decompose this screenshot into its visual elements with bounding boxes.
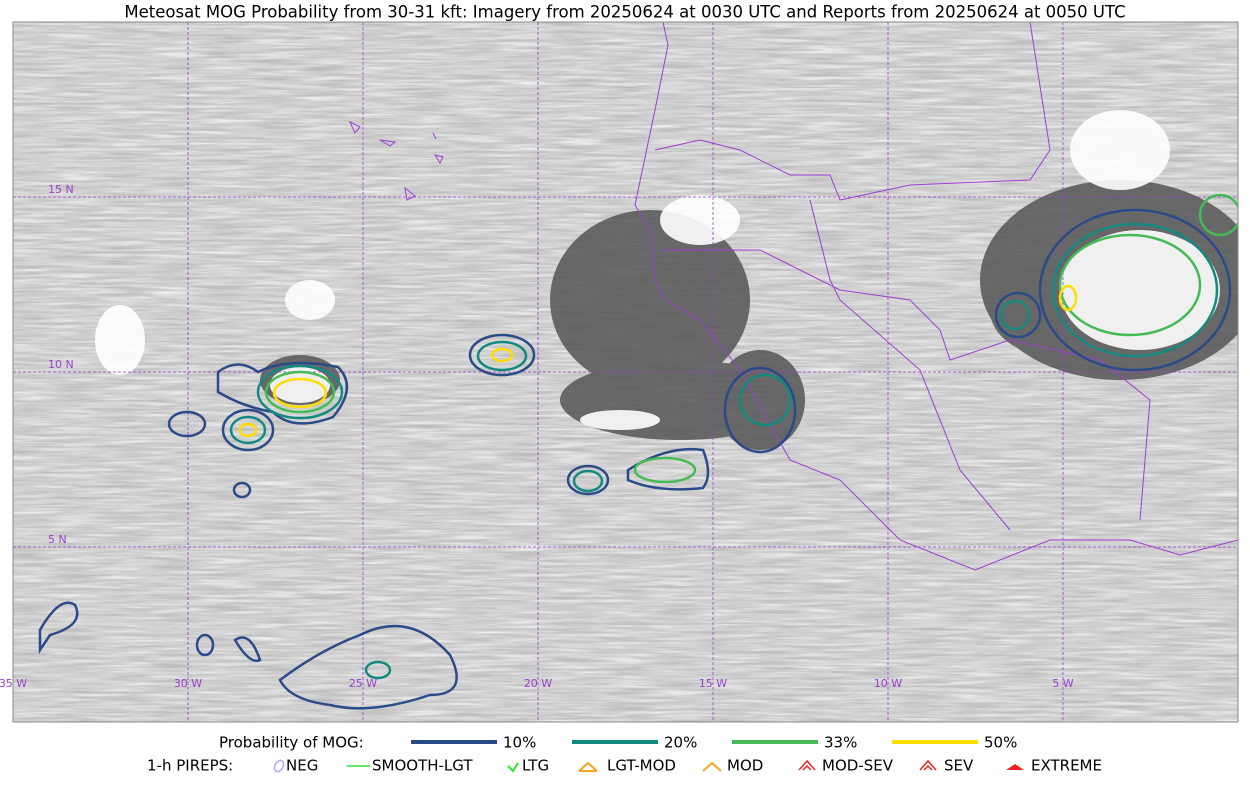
pirep-icon [919,759,937,771]
contours [38,193,1238,710]
legend-label: 20% [664,734,697,752]
pirep-icon [702,761,722,772]
pireps-title: 1-h PIREPS: [147,757,233,775]
map [13,22,1238,722]
pirep-label: MOD-SEV [822,757,894,775]
pirep-label: LGT-MOD [607,757,676,775]
lon-label: 15 W [699,677,727,690]
pirep-label: SMOOTH-LGT [372,757,473,775]
pirep-label: SEV [944,757,974,775]
legend: Probability of MOG: 10% 20% 33% 50% 1-h PIREP… [147,734,1102,775]
lat-label: 15 N [48,183,74,196]
cloud-tops [95,110,1220,430]
pirep-icon [273,759,285,773]
pirep-icon [798,759,816,771]
pirep-label: MOD [727,757,763,775]
legend-label: 50% [984,734,1017,752]
legend-title: Probability of MOG: [219,734,364,752]
title: Meteosat MOG Probability from 30-31 kft:… [124,3,1125,22]
lon-label: 10 W [874,677,902,690]
pirep-label: EXTREME [1031,757,1102,775]
lon-label: 20 W [524,677,552,690]
lon-label: 25 W [349,677,377,690]
grid [13,22,1238,722]
lat-label: 10 N [48,358,74,371]
lon-label: 5 W [1052,677,1073,690]
legend-label: 33% [824,734,857,752]
lon-label: 30 W [174,677,202,690]
lat-label: 5 N [48,533,67,546]
pirep-label: LTG [522,757,549,775]
grid-labels: 15 N 10 N 5 N 35 W 30 W 25 W 20 W 15 W 10 W 5 W [0,183,1074,690]
map-frame [12,21,1239,723]
pirep-label: NEG [286,757,318,775]
pirep-icon [507,762,519,773]
pirep-icon [1006,764,1024,770]
lon-label: 35 W [0,677,27,690]
pirep-icon [578,761,598,772]
legend-label: 10% [503,734,536,752]
